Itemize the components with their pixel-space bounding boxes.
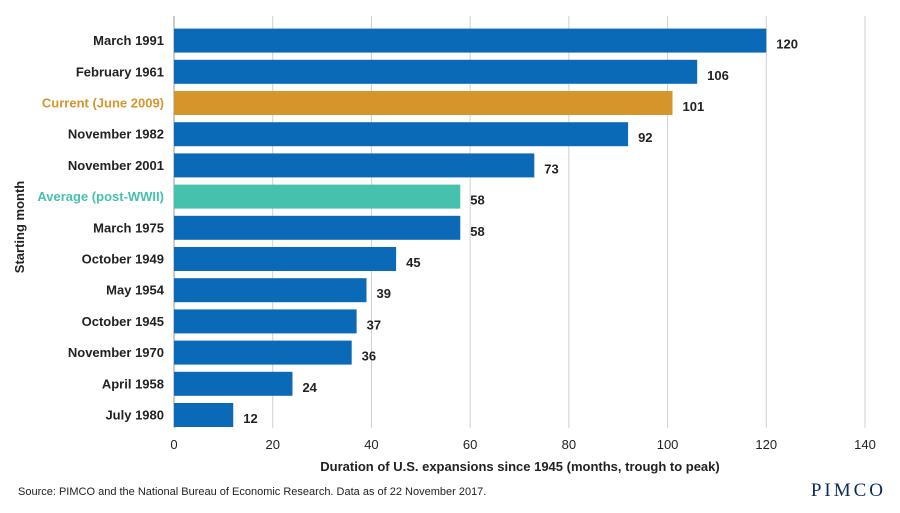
x-tick-label: 20 [265,437,279,452]
bar [174,59,698,84]
category-labels: March 1991 February 1961 Current (June 200… [37,33,164,422]
value-label: 12 [243,411,257,426]
x-tick-label: 60 [463,437,477,452]
value-label: 39 [376,286,390,301]
category-label: May 1954 [106,283,165,298]
x-tick-labels: 0 20 40 60 80 100 120 140 [170,437,875,452]
category-label: November 1982 [68,127,164,142]
x-tick-label: 120 [755,437,777,452]
value-label: 24 [302,380,317,395]
category-label: April 1958 [102,376,164,391]
value-label: 73 [544,161,558,176]
bar [174,184,461,209]
bar [174,309,357,334]
bar [174,340,352,365]
category-label: March 1975 [93,220,164,235]
x-tick-label: 0 [170,437,177,452]
value-label: 58 [470,193,484,208]
bar [174,153,535,178]
x-axis-label: Duration of U.S. expansions since 1945 (… [320,459,719,474]
category-label: October 1949 [82,252,164,267]
value-label: 37 [367,317,381,332]
category-label: July 1980 [105,408,164,423]
category-label: November 1970 [68,345,164,360]
bar [174,122,629,147]
bar [174,371,293,396]
x-tick-label: 80 [562,437,576,452]
x-tick-label: 40 [364,437,378,452]
x-tick-label: 100 [657,437,679,452]
bar [174,278,367,303]
bar [174,403,234,427]
value-label: 36 [362,349,376,364]
value-label: 120 [776,37,798,52]
bar [174,247,397,271]
category-label: March 1991 [93,33,164,48]
value-labels: 120 106 101 92 73 58 58 45 39 37 36 24 12 [243,37,798,426]
category-label: November 2001 [68,158,164,173]
bar [174,91,673,115]
bars [174,28,767,427]
value-label: 45 [406,255,420,270]
bar [174,215,461,240]
category-label: Current (June 2009) [42,96,164,111]
category-label: Average (post-WWII) [37,189,164,204]
y-axis-label: Starting month [12,181,27,273]
value-label: 92 [638,130,652,145]
x-tick-label: 140 [854,437,876,452]
value-label: 58 [470,224,484,239]
bar [174,28,767,53]
category-label: October 1945 [82,314,164,329]
value-label: 106 [707,68,729,83]
source-note: Source: PIMCO and the National Bureau of… [18,486,487,498]
value-label: 101 [683,99,705,114]
category-label: February 1961 [76,64,164,79]
pimco-logo: PIMCO [810,480,886,501]
